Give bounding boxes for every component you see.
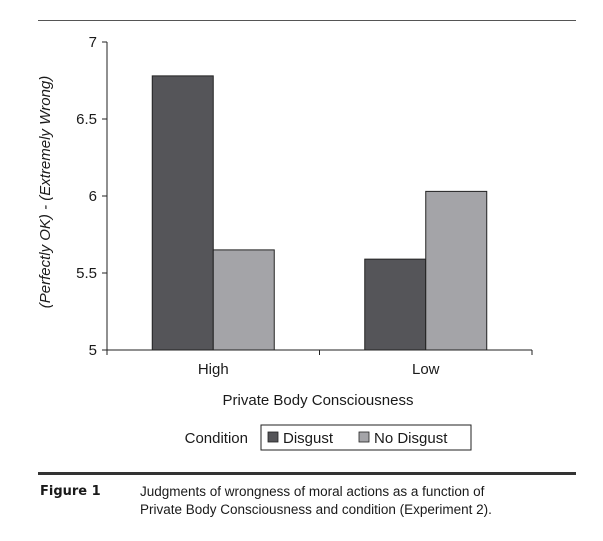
legend-swatch-disgust xyxy=(267,431,279,443)
caption-line-2: Private Body Consciousness and condition… xyxy=(140,502,492,517)
y-tick-label: 6 xyxy=(89,188,97,205)
y-axis: 5 5.5 6 6.5 7 xyxy=(76,34,108,359)
x-axis-label: Private Body Consciousness xyxy=(223,392,414,409)
legend-label-no-disgust: No Disgust xyxy=(374,430,448,447)
bar-low-no-disgust xyxy=(425,190,488,351)
bar-chart: 5 5.5 6 6.5 7 High Low (Perfectly OK) - (Extr… xyxy=(37,34,533,451)
x-tick-label: Low xyxy=(412,361,440,378)
legend-box xyxy=(260,424,472,451)
caption-line-1: Judgments of wrongness of moral actions … xyxy=(140,484,485,499)
y-tick-label: 7 xyxy=(89,34,97,51)
legend-title: Condition xyxy=(185,430,248,447)
x-tick-label: High xyxy=(198,361,229,378)
legend-label-disgust: Disgust xyxy=(283,430,334,447)
y-tick-label: 5 xyxy=(89,342,97,359)
figure-label: Figure 1 xyxy=(40,484,101,499)
top-rule xyxy=(38,20,576,21)
legend-swatch-no-disgust xyxy=(358,431,370,443)
y-tick-label: 6.5 xyxy=(76,111,97,128)
y-axis-label: (Perfectly OK) - (Extremely Wrong) xyxy=(37,76,54,309)
bars xyxy=(151,75,488,351)
legend: Condition Disgust No Disgust xyxy=(185,424,472,451)
bar-high-no-disgust xyxy=(212,249,275,351)
bar-high-disgust xyxy=(151,75,214,351)
bar-low-disgust xyxy=(364,258,427,351)
caption-rule xyxy=(38,472,576,475)
y-tick-label: 5.5 xyxy=(76,265,97,282)
x-axis: High Low xyxy=(106,349,533,378)
